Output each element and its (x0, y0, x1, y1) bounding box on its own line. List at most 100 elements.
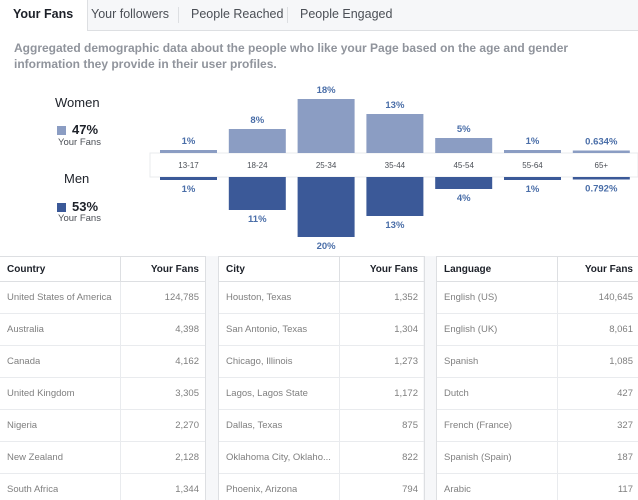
country-table: Country Your Fans United States of America… (0, 256, 206, 500)
table-row: English (UK) 8,061 (437, 314, 638, 346)
column-divider (339, 474, 340, 500)
row-fans-count: 124,785 (164, 292, 199, 303)
row-name: South Africa (7, 484, 59, 495)
row-name: English (US) (444, 292, 498, 303)
column-divider (120, 378, 121, 409)
row-fans-count: 1,344 (175, 484, 199, 495)
men-bar-25-34[interactable] (297, 177, 355, 237)
women-bar-25-34[interactable] (297, 99, 355, 153)
column-header-name[interactable]: City (226, 264, 245, 275)
women-bar-35-44[interactable] (366, 114, 424, 153)
table-row: Chicago, Illinois 1,273 (219, 346, 424, 378)
column-header-fans[interactable]: Your Fans (150, 264, 199, 275)
row-fans-count: 140,645 (598, 292, 633, 303)
table-row: Arabic 117 (437, 474, 638, 500)
language-table: Language Your Fans English (US) 140,645 Engl… (436, 256, 638, 500)
women-swatch (57, 126, 66, 135)
women-bar-18-24[interactable] (228, 129, 286, 153)
column-divider (339, 378, 340, 409)
tab-divider (178, 7, 179, 23)
age-tick-label: 55-64 (522, 161, 543, 170)
men-value-label: 13% (385, 220, 405, 231)
column-divider (120, 410, 121, 441)
age-tick-label: 45-54 (453, 161, 474, 170)
row-fans-count: 3,305 (175, 388, 199, 399)
table-row: Houston, Texas 1,352 (219, 282, 424, 314)
column-divider (557, 346, 558, 377)
column-divider (120, 314, 121, 345)
row-name: Spanish (Spain) (444, 452, 512, 463)
column-divider (557, 442, 558, 473)
row-fans-count: 427 (617, 388, 633, 399)
row-name: Canada (7, 356, 41, 367)
row-name: Dutch (444, 388, 469, 399)
men-sublabel: Your Fans (58, 213, 101, 224)
table-row: South Africa 1,344 (0, 474, 205, 500)
women-value-label: 0.634% (585, 137, 618, 148)
table-gutter (205, 256, 218, 500)
row-name: San Antonio, Texas (226, 324, 308, 335)
tab-your-followers[interactable]: Your followers (91, 7, 170, 21)
row-name: Australia (7, 324, 44, 335)
age-tick-label: 65+ (595, 161, 609, 170)
row-name: United States of America (7, 292, 112, 303)
men-label: Men (64, 171, 90, 186)
row-fans-count: 822 (402, 452, 418, 463)
men-bar-45-54[interactable] (435, 177, 493, 189)
women-value-label: 1% (526, 136, 540, 147)
men-value-label: 11% (248, 214, 267, 225)
table-row: Oklahoma City, Oklaho... 822 (219, 442, 424, 474)
men-bar-65+[interactable] (572, 177, 630, 180)
column-divider (339, 257, 340, 281)
row-fans-count: 1,304 (394, 324, 418, 335)
table-row: Dallas, Texas 875 (219, 410, 424, 442)
women-value-label: 1% (182, 136, 196, 147)
description: Aggregated demographic data about the pe… (14, 41, 569, 71)
men-value-label: 20% (317, 241, 337, 252)
column-divider (339, 314, 340, 345)
women-bar-13-17[interactable] (160, 150, 217, 153)
women-bar-55-64[interactable] (504, 150, 561, 153)
tab-bar: Your Fans Your followers People Reached … (0, 0, 638, 31)
column-header-fans[interactable]: Your Fans (369, 264, 418, 275)
men-value-label: 1% (526, 184, 540, 195)
men-bar-18-24[interactable] (228, 177, 286, 210)
column-header-name[interactable]: Country (7, 264, 46, 275)
row-name: Lagos, Lagos State (226, 388, 308, 399)
age-tick-label: 18-24 (247, 161, 268, 170)
women-percent: 47% (72, 122, 99, 137)
women-bar-65+[interactable] (572, 150, 630, 154)
row-name: Chicago, Illinois (226, 356, 293, 367)
column-divider (557, 378, 558, 409)
tab-people-reached[interactable]: People Reached (191, 7, 284, 21)
row-name: New Zealand (7, 452, 63, 463)
row-name: United Kingdom (7, 388, 75, 399)
column-divider (557, 257, 558, 281)
row-fans-count: 8,061 (609, 324, 633, 335)
row-fans-count: 1,352 (394, 292, 418, 303)
table-gutter (423, 256, 436, 500)
column-header-fans[interactable]: Your Fans (584, 264, 633, 275)
table-row: United Kingdom 3,305 (0, 378, 205, 410)
column-divider (339, 442, 340, 473)
women-bar-45-54[interactable] (435, 138, 493, 153)
row-fans-count: 1,085 (609, 356, 633, 367)
men-bar-13-17[interactable] (160, 177, 217, 180)
men-bar-55-64[interactable] (504, 177, 561, 180)
column-header-name[interactable]: Language (444, 264, 492, 275)
column-divider (120, 442, 121, 473)
men-value-label: 0.792% (585, 184, 618, 195)
row-name: Houston, Texas (226, 292, 292, 303)
table-header: City Your Fans (219, 256, 424, 282)
table-row: Canada 4,162 (0, 346, 205, 378)
men-bar-35-44[interactable] (366, 177, 424, 216)
table-header: Language Your Fans (437, 256, 638, 282)
tab-people-engaged[interactable]: People Engaged (300, 7, 393, 21)
tab-divider (287, 7, 288, 23)
tab-your-fans[interactable]: Your Fans (0, 0, 88, 31)
column-divider (120, 282, 121, 313)
row-fans-count: 327 (617, 420, 633, 431)
table-row: Lagos, Lagos State 1,172 (219, 378, 424, 410)
table-row: Phoenix, Arizona 794 (219, 474, 424, 500)
column-divider (120, 346, 121, 377)
